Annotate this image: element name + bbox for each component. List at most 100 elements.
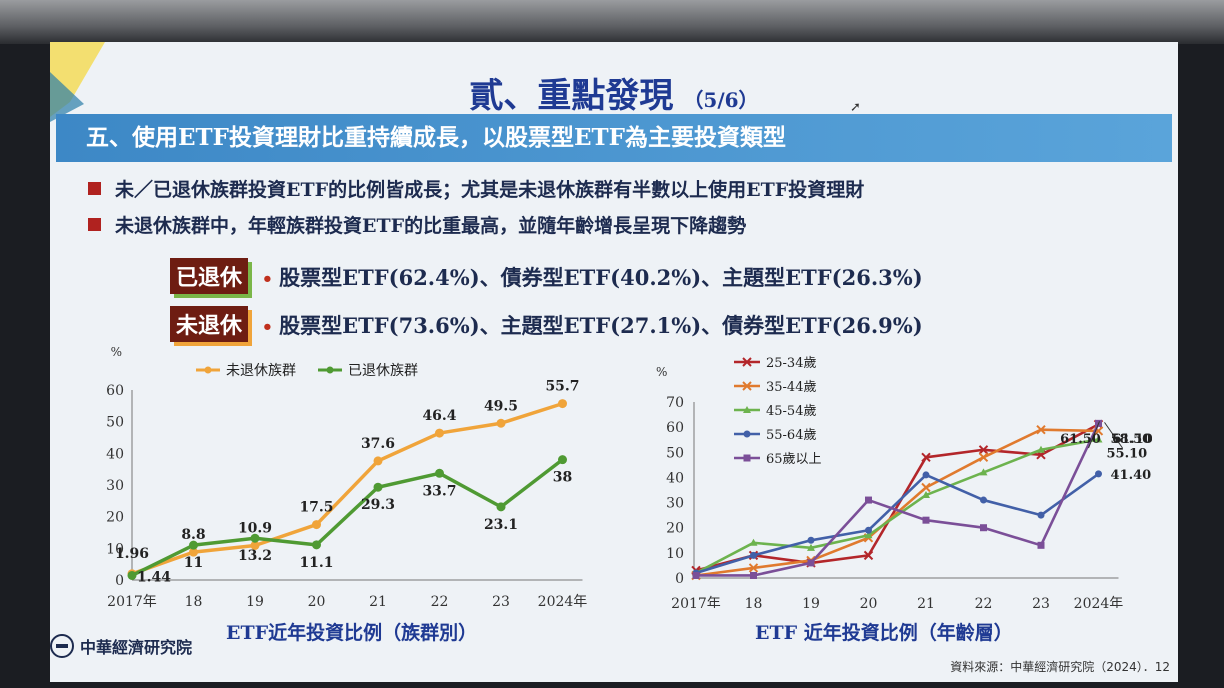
series-line [131, 401, 564, 576]
chart-caption-age: ETF 近年投資比例（年齡層） [755, 622, 1013, 644]
bullet-square-icon [88, 182, 101, 195]
y-unit-label: % [111, 345, 122, 359]
data-label: 29.3 [361, 497, 395, 513]
y-tick-label: 10 [666, 546, 684, 562]
x-tick-label: 18 [745, 596, 763, 608]
mouse-cursor-icon: ➚ [850, 100, 861, 115]
end-label: 61.50 [1060, 432, 1101, 447]
data-point [749, 538, 758, 546]
x-tick-label: 19 [246, 594, 264, 608]
data-point [748, 563, 759, 573]
data-point [250, 540, 260, 550]
data-point [496, 502, 506, 512]
data-point [742, 357, 752, 367]
end-label: 41.40 [1111, 468, 1152, 483]
y-unit-label: % [656, 365, 667, 379]
data-label: 38 [553, 470, 572, 486]
x-tick-label: 18 [185, 594, 203, 608]
data-point [1094, 435, 1103, 443]
data-point [922, 491, 930, 499]
y-tick-label: 40 [106, 446, 124, 462]
y-tick-label: 70 [666, 395, 684, 411]
data-label: 55.7 [545, 379, 579, 395]
data-point [312, 540, 321, 550]
bullet-text: 未退休族群中，年輕族群投資ETF的比重最高，並隨年齡增長呈現下降趨勢 [115, 215, 747, 237]
data-point [922, 516, 930, 524]
legend-marker [204, 366, 212, 374]
data-point [807, 559, 815, 567]
data-label: 1.44 [137, 569, 171, 585]
legend-label: 45-54歲 [766, 404, 816, 419]
y-tick-label: 30 [666, 496, 684, 512]
retired-summary: 已退休 • 股票型ETF(62.4%)、債券型ETF(40.2%)、主題型ETF(… [170, 258, 923, 294]
legend-marker [326, 366, 334, 374]
y-tick-label: 0 [675, 571, 684, 587]
data-point [558, 455, 567, 465]
x-tick-label: 21 [369, 594, 387, 608]
data-point [1037, 445, 1045, 453]
data-point [865, 526, 872, 534]
data-label: 49.5 [484, 398, 518, 414]
y-tick-label: 10 [106, 541, 124, 557]
tag-dot: • [261, 269, 274, 290]
presentation-slide: 貳、重點發現 （5/6） ➚ 五、使用ETF投資理財比重持續成長，以股票型ETF為… [50, 42, 1178, 682]
data-point [750, 551, 757, 559]
data-label: 8.8 [181, 527, 205, 543]
tag-dot: • [261, 317, 274, 338]
data-point [250, 533, 260, 543]
data-label: 13.2 [238, 548, 272, 564]
data-point [127, 570, 137, 580]
data-point [865, 496, 872, 504]
data-point [1037, 541, 1045, 549]
bullet-item: 未退休族群中，年輕族群投資ETF的比重最高，並隨年齡增長呈現下降趨勢 [88, 211, 746, 238]
y-tick-label: 30 [106, 478, 124, 494]
data-point [922, 471, 930, 479]
data-point [1095, 470, 1102, 478]
data-label: 17.5 [299, 500, 333, 516]
active-tag-text: 股票型ETF(73.6%)、主題型ETF(27.1%)、債券型ETF(26.9%… [279, 313, 923, 338]
x-tick-label: 23 [1032, 596, 1050, 608]
data-label: 37.6 [361, 436, 395, 452]
legend-label: 已退休族群 [348, 363, 418, 379]
y-tick-label: 40 [666, 470, 684, 486]
data-point [750, 571, 757, 579]
page-indicator: （5/6） [683, 88, 759, 112]
data-point [743, 430, 751, 438]
data-point [807, 536, 815, 544]
data-point [1037, 511, 1045, 519]
retired-tag: 已退休 [170, 258, 249, 294]
data-label: 11 [184, 555, 203, 571]
legend-label: 25-34歲 [766, 356, 816, 371]
section-banner: 五、使用ETF投資理財比重持續成長，以股票型ETF為主要投資類型 [56, 114, 1172, 162]
data-point [978, 445, 989, 455]
active-tag: 未退休 [170, 306, 249, 342]
data-point [1036, 424, 1046, 435]
data-point [742, 381, 752, 391]
institute-logo: 中華經濟研究院 [50, 634, 192, 658]
series-line [695, 438, 1099, 575]
data-point [435, 428, 444, 438]
x-tick-label: 2017年 [107, 594, 157, 608]
x-tick-label: 20 [308, 594, 326, 608]
slide-title-text: 貳、重點發現 [469, 76, 674, 116]
data-point [980, 496, 987, 504]
y-tick-label: 20 [666, 521, 684, 537]
legend-label: 55-64歲 [766, 428, 816, 443]
end-label: 61.10 [1112, 432, 1152, 447]
chart-caption-group: ETF近年投資比例（族群別） [226, 622, 478, 644]
y-tick-label: 60 [666, 420, 684, 436]
y-tick-label: 50 [666, 445, 684, 461]
source-note: 資料來源：中華經濟研究院（2024）．12 [950, 660, 1170, 674]
legend-label: 35-44歲 [766, 380, 816, 395]
data-point [980, 524, 987, 532]
data-point [807, 543, 815, 551]
retired-tag-text: 股票型ETF(62.4%)、債券型ETF(40.2%)、主題型ETF(26.3%… [279, 265, 923, 290]
y-tick-label: 20 [106, 510, 124, 526]
data-point [864, 531, 873, 539]
x-tick-label: 2017年 [671, 596, 721, 608]
data-label: 11.1 [299, 555, 333, 571]
data-label: 10.9 [238, 520, 272, 536]
corner-decoration [50, 42, 105, 122]
leader-line [1088, 421, 1100, 449]
bullet-item: 未／已退休族群投資ETF的比例皆成長；尤其是未退休族群有半數以上使用ETF投資理… [88, 175, 864, 202]
